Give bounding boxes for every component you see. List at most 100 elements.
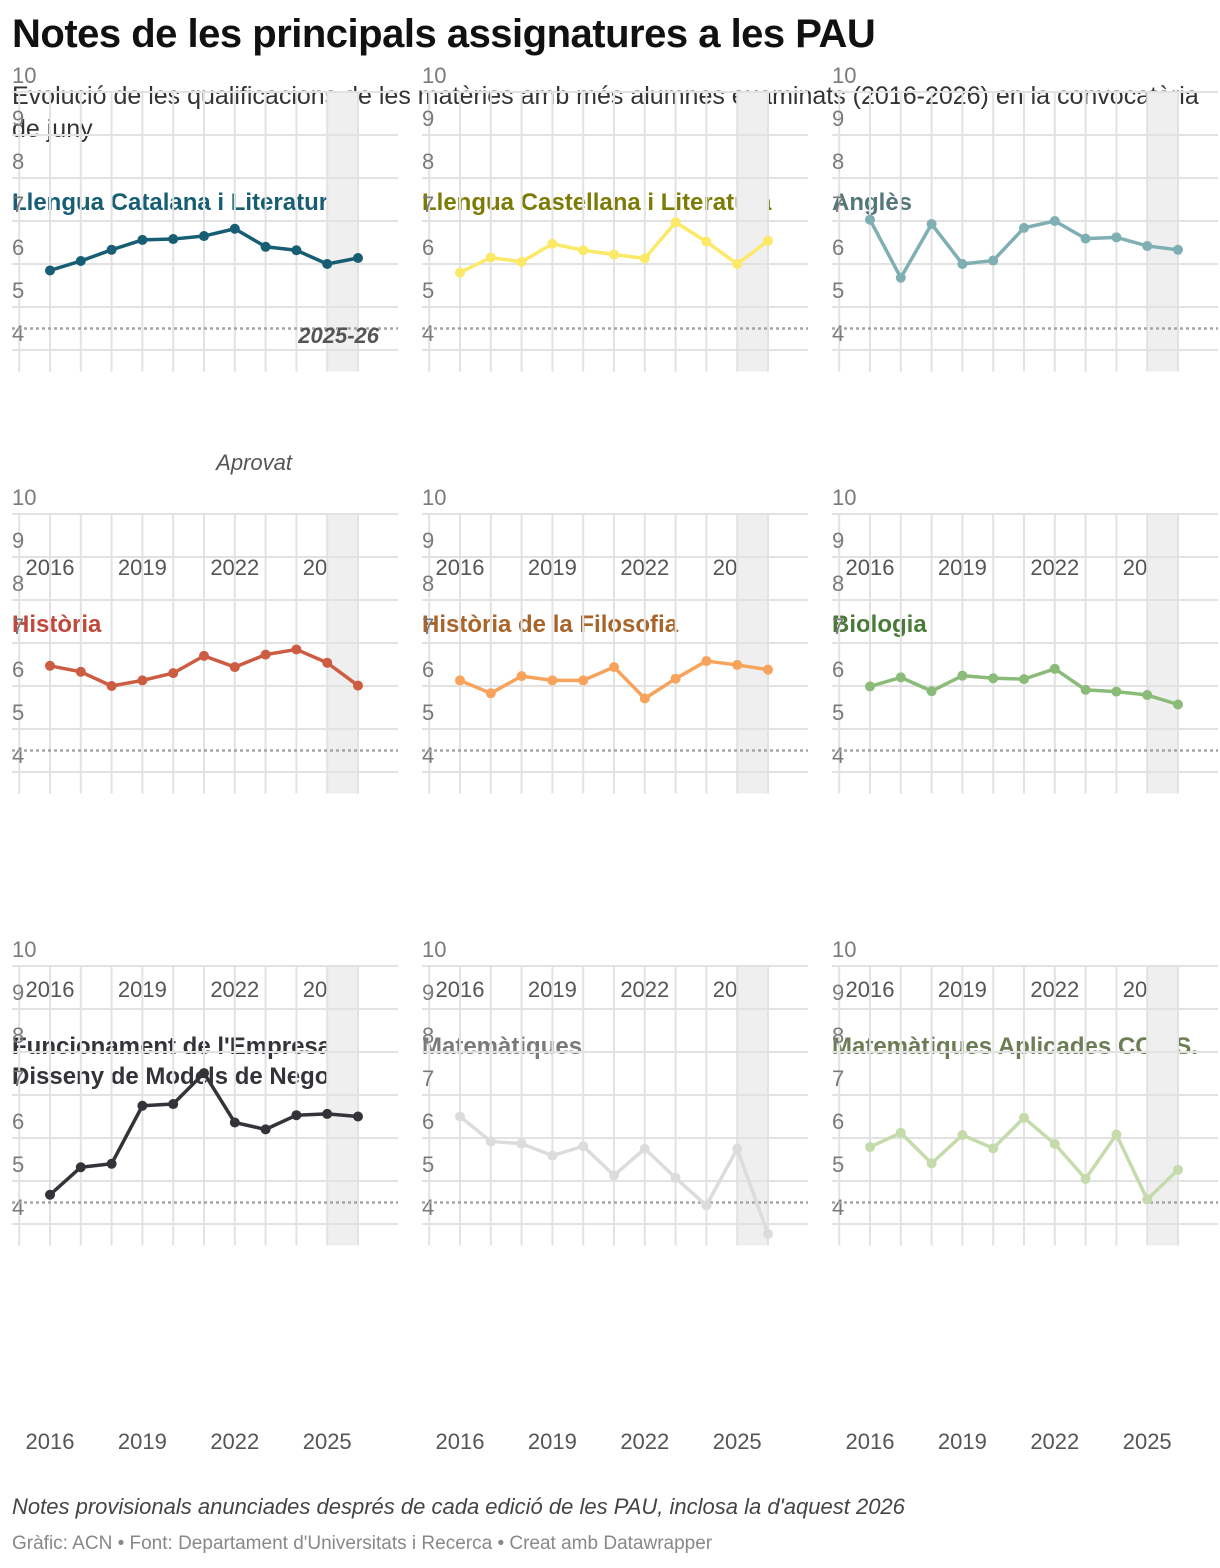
data-point [701,656,712,667]
data-point [199,1068,209,1079]
y-tick-label: 5 [422,1152,434,1177]
x-tick-label: 2022 [1030,1429,1079,1454]
data-point [137,234,148,245]
y-tick-label: 4 [12,743,24,768]
y-tick-label: 6 [832,657,844,682]
data-point [516,671,527,682]
data-point [75,1162,86,1173]
data-point [609,249,619,260]
highlight-period-band [327,966,358,1246]
y-tick-label: 4 [12,1195,24,1220]
y-tick-label: 8 [832,149,844,174]
data-point [455,1111,465,1122]
data-point [957,670,968,681]
data-point [229,1117,240,1128]
data-point [895,1127,906,1138]
y-tick-label: 7 [12,1066,24,1091]
highlight-period-band [1147,966,1178,1246]
credit-line: Gràfic: ACN • Font: Departament d'Univer… [12,1533,713,1554]
y-tick-label: 8 [422,149,434,174]
data-point [578,1141,589,1152]
y-tick-label: 10 [422,937,446,962]
data-point [45,265,55,276]
x-tick-label: 2025 [1123,1429,1172,1454]
data-point [639,253,650,264]
data-point [1173,244,1183,255]
data-point [1173,1164,1183,1175]
data-point [895,672,906,683]
y-tick-label: 9 [422,106,434,131]
data-point [988,255,999,266]
data-point [763,235,773,246]
y-tick-label: 7 [422,192,434,217]
y-tick-label: 7 [12,192,24,217]
data-point [763,1228,773,1239]
y-tick-label: 8 [422,571,434,596]
x-tick-label: 2025 [713,1429,762,1454]
y-tick-label: 6 [422,235,434,260]
y-tick-label: 5 [832,278,844,303]
data-point [353,1111,363,1122]
y-tick-label: 5 [832,1152,844,1177]
data-point [45,660,55,671]
panel-title: Llengua Castellana i Literatura [422,189,772,216]
y-tick-label: 9 [12,980,24,1005]
data-point [291,644,302,655]
highlight-period-band [1147,514,1178,794]
y-tick-label: 7 [422,1066,434,1091]
data-point [547,1150,558,1161]
data-point [1049,663,1060,674]
y-tick-label: 8 [832,571,844,596]
data-point [260,649,271,660]
y-tick-label: 6 [422,1109,434,1134]
data-point [988,673,999,684]
x-tick-label: 2016 [26,1429,75,1454]
y-tick-label: 5 [12,700,24,725]
y-tick-label: 5 [422,700,434,725]
data-point [732,259,743,269]
y-tick-label: 7 [12,614,24,639]
y-tick-label: 8 [12,149,24,174]
data-point [1080,684,1091,695]
data-point [639,1143,650,1154]
data-point [1142,690,1153,701]
y-tick-label: 10 [12,485,36,510]
panel-title: Llengua Catalana i Literatura [12,189,342,216]
y-tick-label: 6 [422,657,434,682]
data-point [1019,1112,1029,1123]
data-point [926,686,937,697]
y-tick-label: 6 [12,657,24,682]
highlight-period-band [327,514,358,794]
chart-title: Notes de les principals assignatures a l… [12,12,876,56]
highlight-annotation: 2025-26 [297,323,380,348]
data-point [547,238,558,249]
y-tick-label: 10 [832,937,856,962]
data-point [75,666,86,677]
footnote: Notes provisionals anunciades després de… [12,1494,905,1519]
data-point [639,693,650,704]
data-point [865,681,875,692]
data-point [229,223,240,234]
y-tick-label: 9 [422,528,434,553]
data-point [485,1136,496,1147]
data-point [106,244,117,255]
data-point [485,688,496,699]
data-point [1019,222,1029,233]
y-tick-label: 9 [832,980,844,1005]
y-tick-label: 5 [12,278,24,303]
data-point [670,673,681,684]
highlight-period-band [737,92,768,372]
data-point [1142,1194,1153,1205]
data-point [516,1138,527,1149]
y-tick-label: 5 [422,278,434,303]
data-point [988,1143,999,1154]
y-tick-label: 7 [832,192,844,217]
data-point [547,675,558,686]
data-point [1019,674,1029,685]
y-tick-label: 10 [12,937,36,962]
y-tick-label: 7 [832,614,844,639]
data-point [1080,233,1091,244]
